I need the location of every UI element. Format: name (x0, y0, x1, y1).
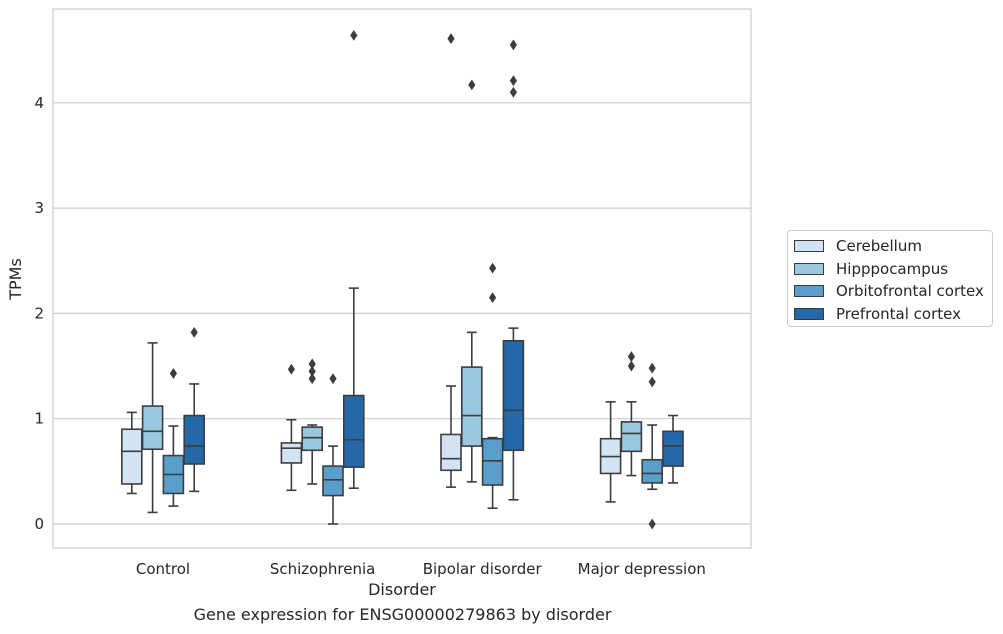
legend-swatch-prefrontal-cortex (794, 307, 824, 320)
outlier-point-0 (627, 351, 635, 362)
gridlines (53, 102, 751, 525)
outlier-point-1 (308, 365, 316, 377)
box-iqr (662, 430, 684, 467)
x-tick-label-bipolar-disorder: Bipolar disorder (423, 560, 543, 578)
box-iqr (440, 433, 462, 472)
y-tick-label-2: 2 (34, 304, 44, 322)
figure-caption: Gene expression for ENSG00000279863 by d… (193, 605, 612, 624)
outlier-point-1 (489, 292, 497, 304)
box-prefrontal-cortex-control (183, 326, 205, 493)
box-orbitofrontal-cortex-major-depression (641, 362, 664, 530)
outlier-point-1 (509, 75, 517, 87)
box-iqr (280, 442, 303, 464)
outlier-point-0 (308, 358, 316, 370)
box-cerebellum-bipolar-disorder (440, 33, 462, 488)
outlier-point-0 (287, 363, 295, 375)
box-iqr (322, 465, 344, 497)
box-iqr (620, 421, 643, 453)
box-orbitofrontal-cortex-bipolar-disorder (481, 262, 504, 510)
y-tick-label-3: 3 (34, 199, 44, 217)
x-axis-label: Disorder (368, 580, 436, 599)
boxes (121, 30, 684, 530)
legend-swatch-cerebellum (794, 240, 824, 253)
outlier-point-0 (190, 326, 198, 338)
box-iqr (460, 366, 483, 447)
legend-label-prefrontal-cortex: Prefrontal cortex (836, 304, 961, 323)
box-hipppocampus-bipolar-disorder (460, 79, 483, 483)
outlier-point-0 (468, 79, 476, 91)
box-prefrontal-cortex-schizophrenia (342, 30, 365, 489)
box-orbitofrontal-cortex-schizophrenia (322, 373, 344, 525)
box-hipppocampus-major-depression (620, 351, 643, 477)
y-tick-label-4: 4 (34, 94, 44, 112)
y-tick-label-0: 0 (34, 515, 44, 533)
outlier-point-0 (447, 33, 455, 44)
outlier-point-1 (648, 376, 656, 388)
box-iqr (481, 437, 504, 486)
box-cerebellum-control (121, 411, 143, 495)
box-cerebellum-major-depression (599, 401, 622, 503)
legend-item-hippocampus: Hipppocampus (794, 258, 986, 281)
y-axis-label: TPMs (6, 258, 25, 301)
legend-label-hippocampus: Hipppocampus (836, 259, 949, 278)
y-tick-label-1: 1 (34, 410, 44, 428)
box-orbitofrontal-cortex-control (162, 368, 185, 507)
legend-label-cerebellum: Cerebellum (836, 237, 922, 256)
x-tick-label-major-depression: Major depression (578, 560, 706, 578)
outlier-point-2 (648, 518, 656, 530)
x-tick-labels: Control Schizophrenia Bipolar disorder Majo… (136, 560, 706, 578)
legend-item-orbitofrontal-cortex: Orbitofrontal cortex (794, 280, 986, 303)
y-tick-labels: 0 1 2 3 4 (34, 94, 44, 533)
box-iqr (141, 405, 164, 451)
box-hipppocampus-schizophrenia (301, 358, 324, 485)
outlier-point-0 (329, 373, 337, 385)
legend: Cerebellum Hipppocampus Orbitofrontal co… (787, 230, 993, 327)
box-prefrontal-cortex-bipolar-disorder (502, 39, 525, 501)
outlier-point-2 (509, 86, 517, 98)
box-iqr (641, 458, 664, 484)
legend-item-cerebellum: Cerebellum (794, 235, 986, 258)
x-tick-label-control: Control (136, 560, 190, 578)
outlier-point-0 (489, 262, 497, 274)
box-iqr (502, 339, 525, 452)
outlier-point-0 (648, 362, 656, 374)
plot-area-frame (52, 8, 752, 549)
box-prefrontal-cortex-major-depression (662, 414, 684, 484)
x-tick-label-schizophrenia: Schizophrenia (270, 560, 375, 578)
legend-swatch-orbitofrontal-cortex (794, 285, 824, 298)
outlier-point-0 (350, 30, 358, 41)
legend-label-orbitofrontal-cortex: Orbitofrontal cortex (836, 282, 984, 301)
legend-item-prefrontal-cortex: Prefrontal cortex (794, 303, 986, 326)
box-iqr (183, 414, 205, 465)
box-iqr (301, 426, 324, 452)
box-cerebellum-schizophrenia (280, 363, 303, 492)
outlier-point-0 (169, 368, 177, 379)
box-iqr (342, 394, 365, 468)
box-iqr (121, 428, 143, 485)
outlier-point-1 (627, 360, 635, 372)
box-hipppocampus-control (141, 342, 164, 514)
legend-swatch-hippocampus (794, 262, 824, 275)
outlier-point-2 (308, 373, 316, 385)
outlier-point-0 (509, 39, 517, 51)
